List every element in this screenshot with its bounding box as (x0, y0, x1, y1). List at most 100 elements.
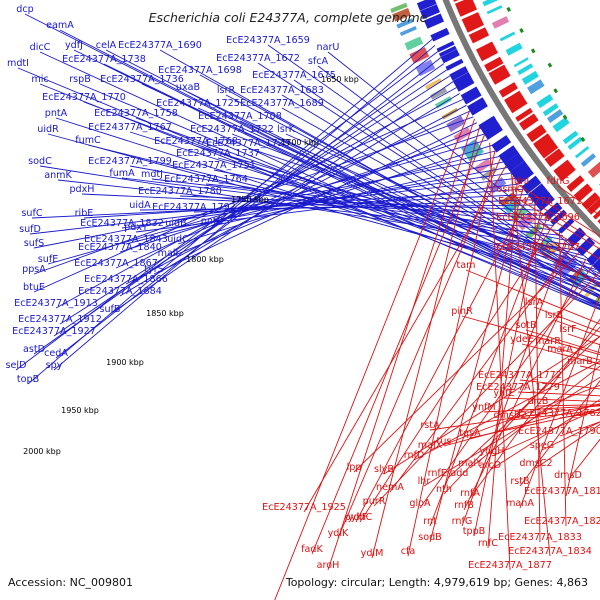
kbp-tick-label: 1700 kbp (281, 138, 319, 147)
reverse_labels-label: cfa (401, 546, 416, 557)
reverse-cds (476, 41, 496, 57)
forward-cds (445, 58, 464, 71)
forward-cds (424, 13, 444, 29)
reverse_labels-label: dicB (528, 396, 549, 407)
leader-line (465, 269, 600, 325)
forward_labels-label: mic (31, 74, 48, 85)
leader-line (125, 150, 496, 245)
leader-line (533, 306, 600, 333)
forward_labels-label: EcE24377A_1768 (154, 136, 238, 147)
forward_labels-label: EcE24377A_1799 (88, 156, 172, 167)
summary-text: Topology: circular; Length: 4,979,619 bp… (285, 576, 588, 589)
forward-cds (420, 4, 440, 20)
leader-line (119, 133, 485, 253)
reverse_labels-label: EcE24377A_1782 (518, 408, 600, 419)
reverse-cds (519, 113, 539, 131)
forward_labels-label: sfcA (308, 56, 329, 67)
forward-cds (527, 183, 547, 202)
forward_labels-label: EcE24377A_1725 (156, 98, 240, 109)
forward_labels-label: EcE24377A_1770 (42, 92, 126, 103)
inner-feature (486, 5, 503, 15)
forward_labels-label: sodC (28, 156, 52, 167)
leader-line (359, 224, 554, 523)
forward-cds (543, 202, 563, 220)
leader-line (125, 104, 467, 285)
reverse-cds (498, 82, 518, 98)
leader-line (469, 409, 600, 439)
reverse_labels-label: rnfE-add (428, 468, 469, 479)
leader-line (371, 126, 480, 559)
leader-line (447, 335, 600, 479)
reverse_labels-label: marR (535, 336, 561, 347)
reverse_labels-label: lsrB (545, 310, 563, 321)
forward_labels-label: fumC (75, 135, 101, 146)
gc-mark (530, 48, 536, 54)
leader-line (429, 188, 524, 543)
reverse_labels-label: EcE24377A_1822 (524, 516, 600, 527)
inner-feature (499, 31, 516, 42)
inner-feature (536, 94, 554, 109)
leader-line (177, 144, 492, 245)
kbp-tick-label: 1950 kbp (61, 406, 99, 415)
leader-line (525, 329, 600, 354)
reverse_labels-label: rstA (420, 420, 440, 431)
forward_labels-label: EcE24377A_1780 (138, 186, 222, 197)
reverse_labels-label: nemA (376, 482, 404, 493)
leader-line (33, 63, 445, 355)
forward_labels-label: EcE24377A_1767 (88, 122, 172, 133)
forward-cds (504, 153, 525, 172)
leader-line (59, 29, 600, 307)
leader-line (423, 376, 600, 487)
reverse_labels-label: ynfE (493, 388, 514, 399)
forward_labels-label: pntA (45, 108, 68, 119)
reverse_labels-label: ydiK (328, 528, 349, 539)
leader-line (565, 342, 600, 497)
label-leader-lines (15, 13, 600, 600)
forward_labels-label: uidB (165, 218, 186, 229)
forward_labels-label: btuE (23, 282, 45, 293)
leader-line (311, 134, 485, 555)
cog-feature (525, 223, 543, 239)
cog-feature (409, 47, 430, 64)
forward_labels-label: EcE24377A_1866 (84, 274, 168, 285)
cog-feature (461, 139, 479, 154)
reverse_labels-label: lhr (418, 476, 431, 487)
gene-labels: dcp eamA ydfJ celA EcE24377A_1690 EcE24377A_1… (6, 4, 600, 571)
inner-feature (552, 117, 570, 133)
reverse_labels-label: dmsD (554, 470, 582, 481)
forward-cds (509, 160, 531, 180)
forward_labels-label: lsrR (217, 85, 236, 96)
reverse_labels-label: dmsC2 (519, 458, 552, 469)
cog-feature (404, 36, 424, 51)
forward_labels-label: EcE24377A_1690 (118, 40, 202, 51)
reverse_labels-label: ydiM (361, 548, 384, 559)
inner-feature (574, 146, 590, 159)
accession-text: Accession: NC_009801 (8, 576, 133, 589)
forward_labels-label: topB (17, 374, 39, 385)
leader-line (337, 158, 501, 539)
genome-backbone (442, 0, 600, 239)
kbp-tick-label: 1800 kbp (186, 255, 224, 264)
cog-feature (429, 87, 448, 100)
forward_labels-label: celA (96, 40, 117, 51)
reverse_labels-label: EcE24377A_1790 (518, 426, 600, 437)
leader-line (47, 133, 600, 284)
forward_labels-label: tyrS (144, 264, 163, 275)
forward_labels-label: eamA (46, 20, 74, 31)
leader-line (509, 193, 600, 250)
reverse-cds (453, 0, 459, 2)
forward-cds (440, 49, 460, 64)
reverse_labels-label: gloA (409, 498, 431, 509)
reverse_labels-label: rnfA (460, 488, 480, 499)
reverse-cds (534, 134, 551, 149)
forward_labels-label: ydfJ (65, 40, 83, 51)
leader-line (197, 107, 600, 292)
kbp-tick-label: 2000 kbp (23, 447, 61, 456)
forward_labels-label: fumA (109, 168, 135, 179)
forward_labels-label: mdtJ (141, 169, 163, 180)
reverse_labels-label: marB (567, 356, 593, 367)
map-title: Escherichia coli E24377A, complete genom… (149, 10, 428, 25)
leader-line (463, 259, 587, 511)
leader-line (541, 421, 600, 451)
leader-line (179, 195, 541, 211)
